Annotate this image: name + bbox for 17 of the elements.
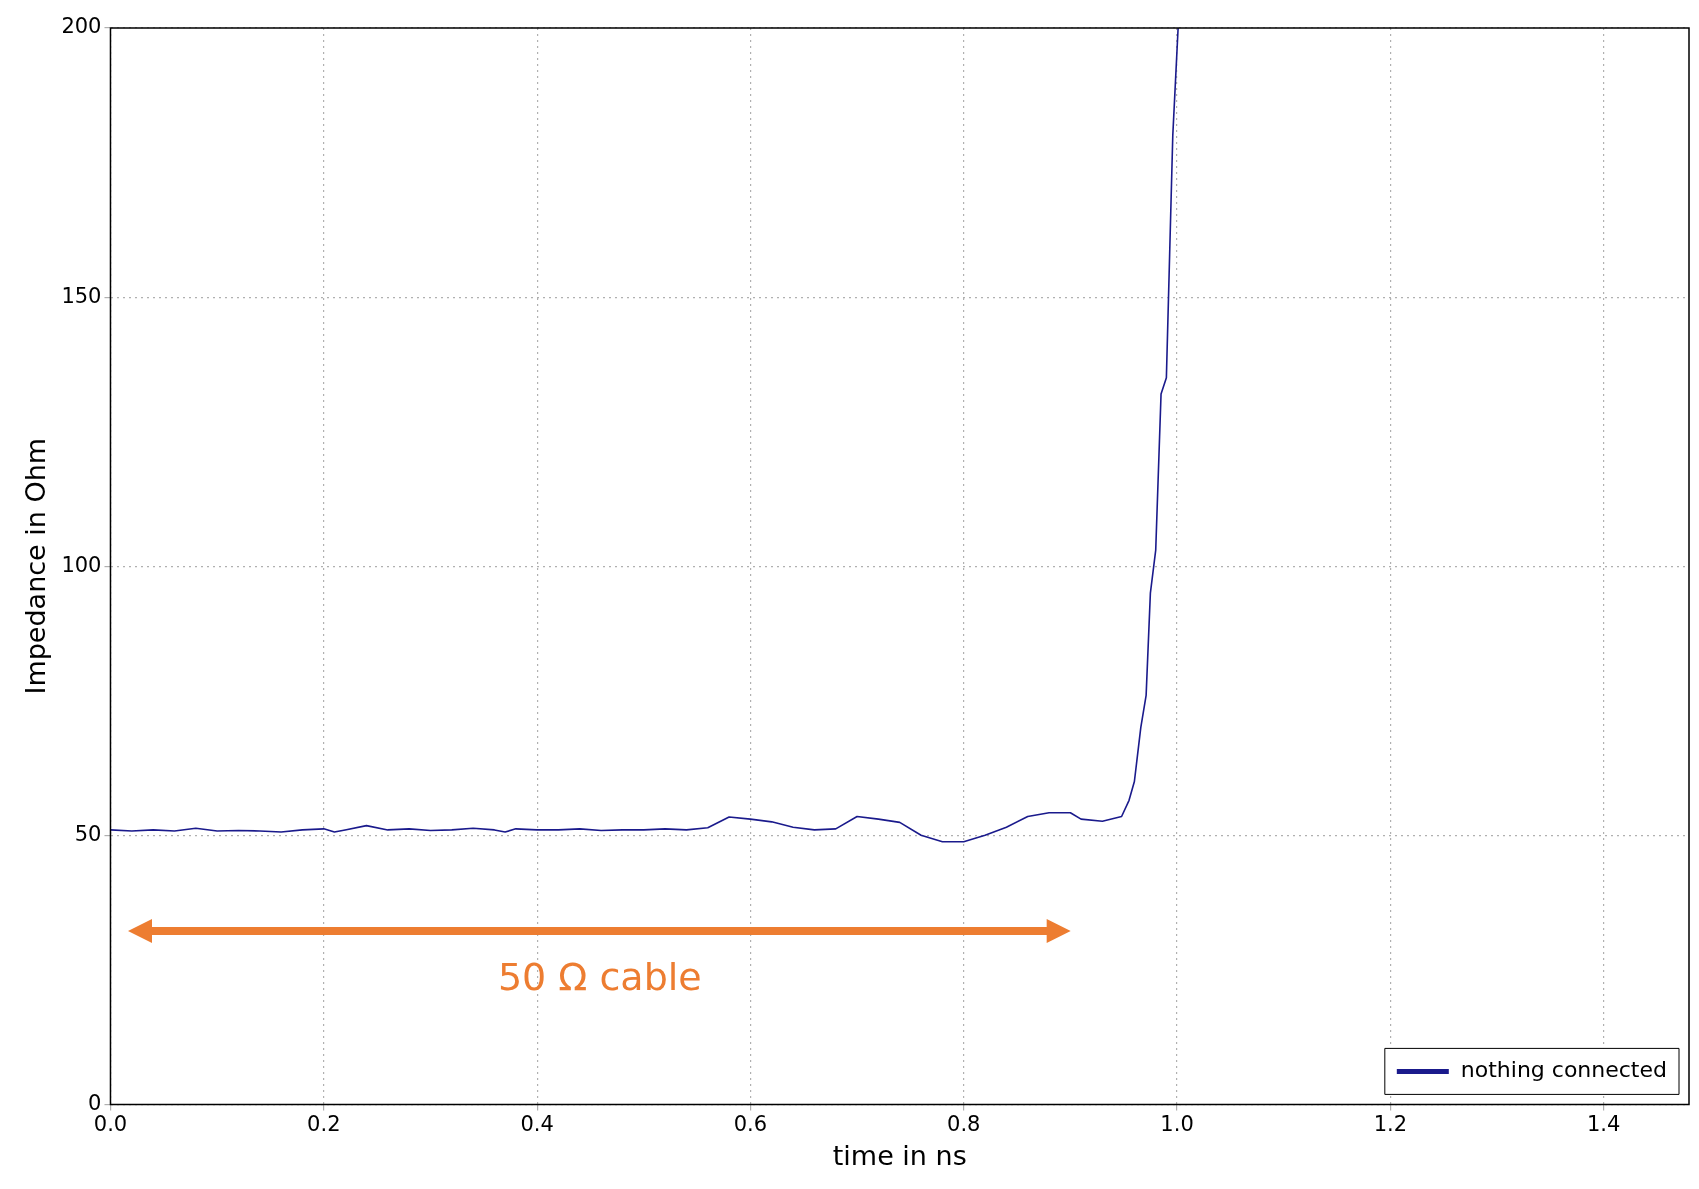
- legend-label: nothing connected: [1460, 1057, 1667, 1083]
- y-tick-label: 0: [88, 1090, 102, 1115]
- x-tick-label: 1.4: [1586, 1112, 1621, 1137]
- y-tick-label: 200: [61, 14, 102, 39]
- x-tick-label: 1.0: [1160, 1112, 1194, 1137]
- x-tick-label: 0.4: [520, 1112, 554, 1137]
- x-tick-label: 1.2: [1373, 1112, 1408, 1137]
- y-tick-label: 100: [61, 552, 102, 577]
- x-tick-label: 0.8: [947, 1112, 981, 1137]
- x-tick-label: 0.0: [93, 1112, 128, 1137]
- annotation: 50 Ω cable: [497, 955, 702, 1000]
- y-tick-label: 50: [74, 821, 102, 846]
- y-axis-title: Impedance in Ohm: [20, 437, 52, 695]
- x-tick-label: 0.2: [307, 1112, 341, 1137]
- x-axis-title: time in ns: [832, 1139, 967, 1171]
- y-tick-label: 150: [61, 283, 102, 308]
- x-tick-label: 0.6: [733, 1112, 768, 1137]
